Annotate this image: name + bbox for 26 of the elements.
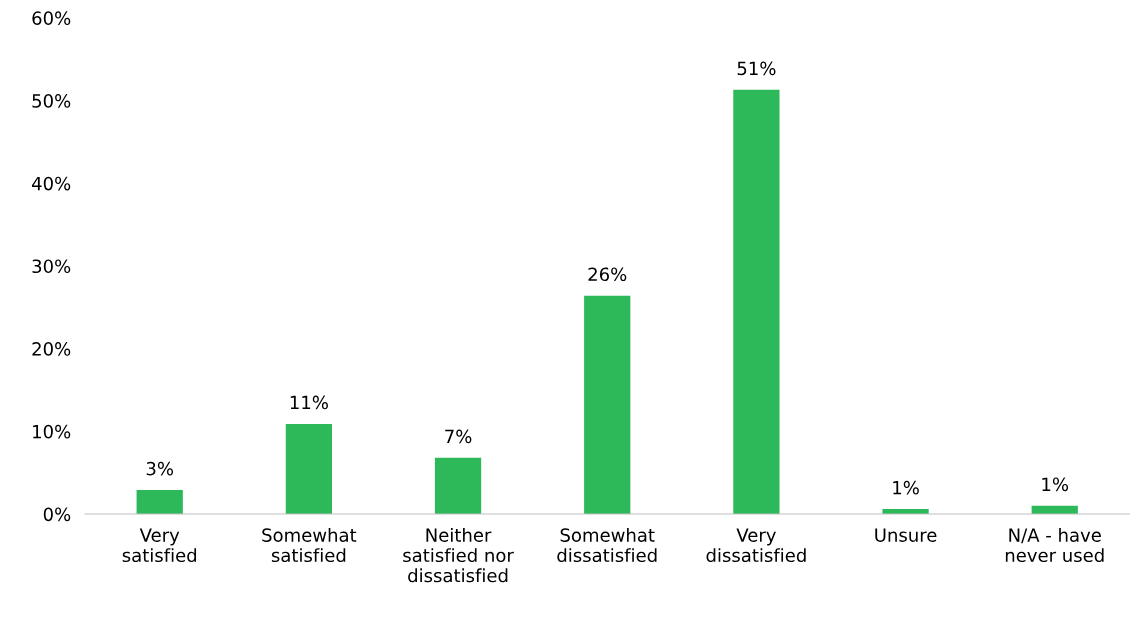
data-label: 11% [290,395,328,410]
data-label: 1% [893,480,919,495]
y-tick-label: 20% [32,342,71,356]
y-tick-label: 0% [43,507,71,522]
data-label: 3% [146,461,174,476]
x-tick-label: Somewhat satisfied [262,527,357,563]
bar [136,490,183,515]
data-label: 26% [588,267,627,282]
y-tick-label: 50% [32,94,71,108]
data-label: 1% [1042,477,1069,492]
bar [285,423,332,515]
y-tick-label: 40% [31,176,71,191]
x-tick-label: Unsure [875,528,937,542]
x-tick-label: Neither satisfied nor dissatisfied [403,527,514,583]
bar [584,295,631,515]
data-label: 51% [737,61,776,76]
y-tick-label: 60% [32,11,71,26]
bar [733,89,780,515]
y-tick-label: 10% [33,424,71,439]
y-tick-label: 30% [32,259,71,274]
data-label: 7% [445,429,472,444]
bar [434,457,482,515]
x-tick-label: Very satisfied [122,528,197,563]
x-tick-label: Very dissatisfied [706,528,806,563]
x-tick-label: Somewhat dissatisfied [557,527,657,563]
x-tick-label: N/A - have never used [1005,527,1104,563]
